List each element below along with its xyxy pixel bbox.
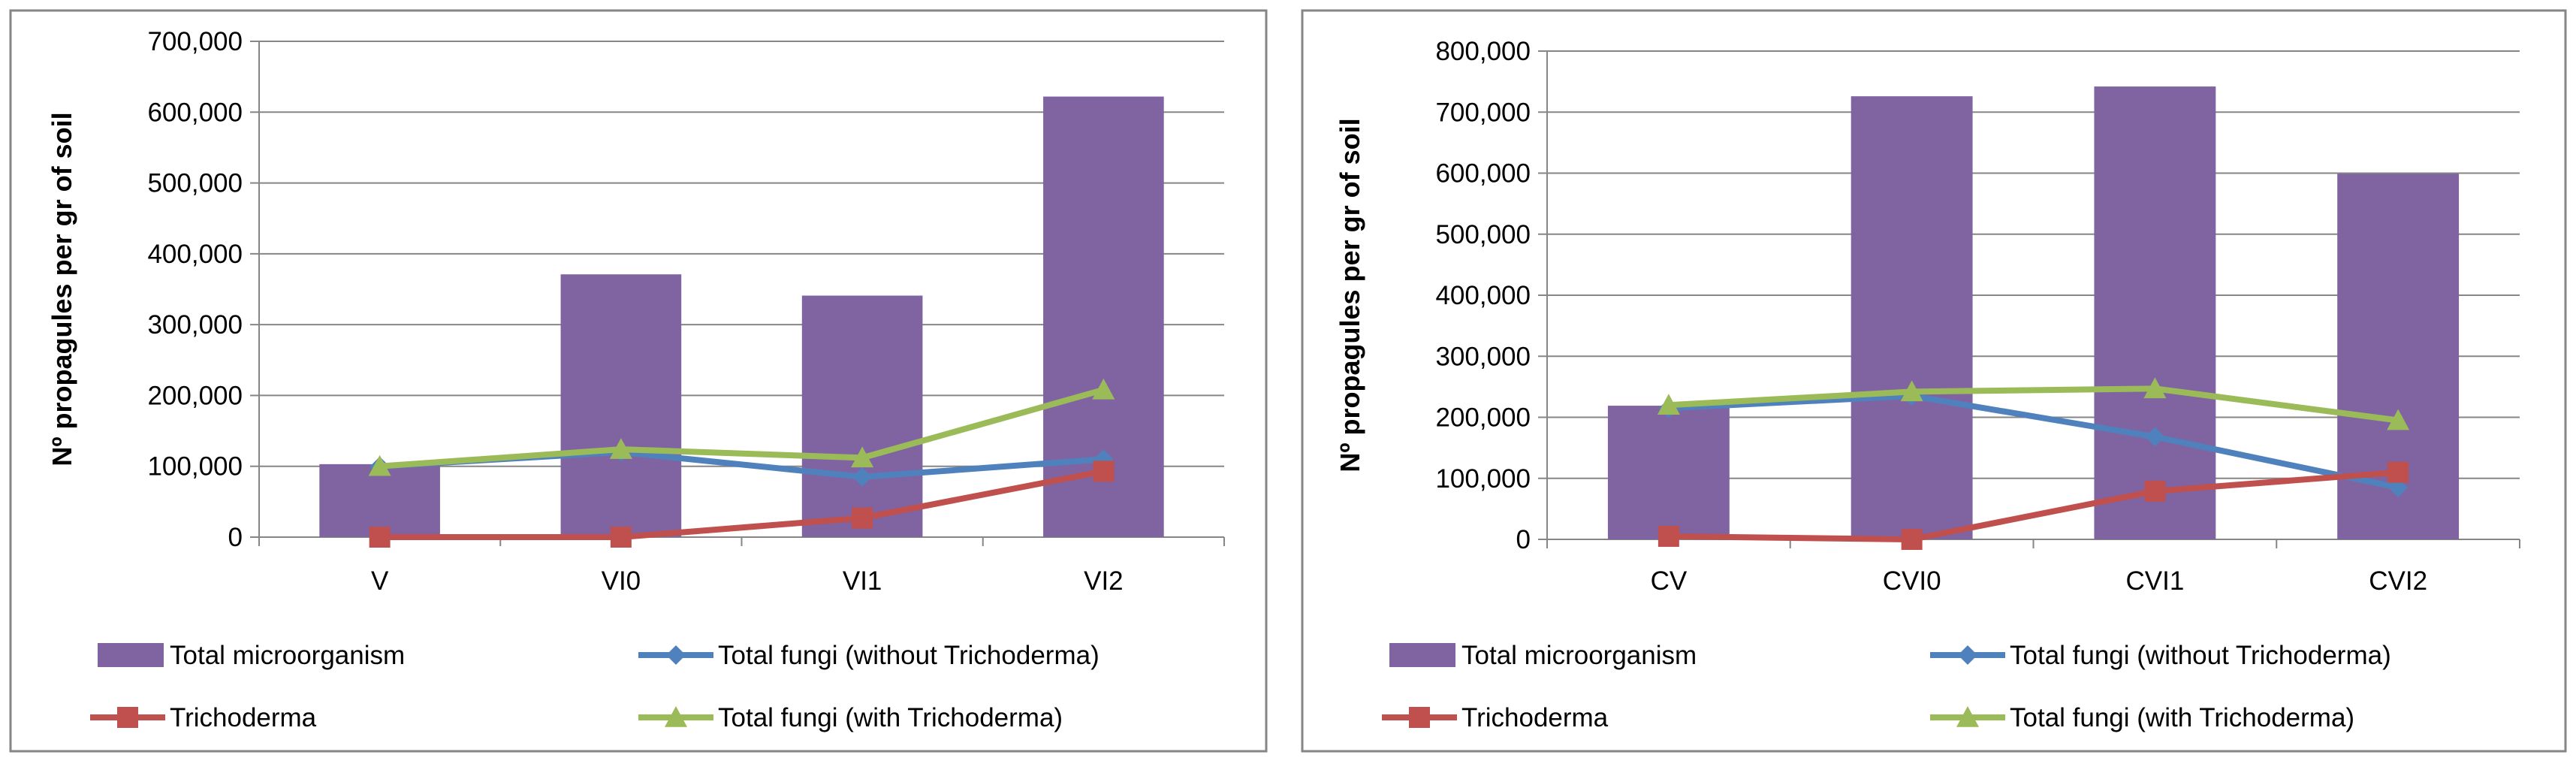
legend-item: Trichoderma bbox=[1382, 703, 1609, 732]
legend-item: Total fungi (without Trichoderma) bbox=[638, 641, 1099, 670]
series-line-1 bbox=[1665, 393, 2402, 491]
y-tick-label: 400,000 bbox=[147, 240, 243, 269]
series-point-3 bbox=[2387, 409, 2410, 430]
legend-item: Total microorganism bbox=[1389, 641, 1697, 670]
y-tick-label: 0 bbox=[228, 523, 243, 552]
chart-panel-right: 0 100,000 200,000 300,000 400,000 500,000 600,… bbox=[1292, 0, 2576, 773]
y-tick-label: 600,000 bbox=[1435, 159, 1531, 189]
series-point-2 bbox=[1658, 525, 1679, 547]
y-tick-label: 200,000 bbox=[1435, 403, 1531, 433]
legend-label: Total fungi (without Trichoderma) bbox=[718, 641, 1099, 670]
series-line-2 bbox=[376, 468, 1107, 540]
y-tick-label: 600,000 bbox=[147, 98, 243, 127]
y-tick-label: 500,000 bbox=[1435, 220, 1531, 249]
series-point-2 bbox=[2387, 461, 2409, 483]
y-tick-label: 0 bbox=[1516, 525, 1531, 554]
legend-label: Total microorganism bbox=[170, 641, 405, 670]
series-point-2 bbox=[1901, 529, 1923, 550]
y-tick-label: 200,000 bbox=[147, 381, 243, 410]
legend-item: Total fungi (with Trichoderma) bbox=[638, 703, 1063, 732]
legend-label: Trichoderma bbox=[170, 703, 317, 732]
legend-swatch-marker bbox=[666, 645, 686, 665]
y-axis-title: Nº propagules per gr of soil bbox=[47, 112, 77, 466]
legend-item: Total microorganism bbox=[98, 641, 405, 670]
x-category-label: V bbox=[371, 566, 389, 596]
legend-item: Trichoderma bbox=[90, 703, 317, 732]
series-point-2 bbox=[852, 507, 873, 529]
bar-total-microorganism bbox=[319, 463, 440, 537]
y-tick-label: 100,000 bbox=[1435, 464, 1531, 494]
series-point-2 bbox=[1093, 460, 1115, 482]
series-point-3 bbox=[1092, 378, 1115, 400]
bar-total-microorganism bbox=[801, 295, 923, 537]
legend-label: Total fungi (without Trichoderma) bbox=[2010, 641, 2391, 670]
legend-swatch bbox=[98, 643, 164, 667]
series-line-2 bbox=[1665, 469, 2402, 542]
x-category-label: VI0 bbox=[602, 566, 641, 596]
series-point-3 bbox=[609, 438, 632, 459]
y-tick-label: 800,000 bbox=[1435, 37, 1531, 66]
series-point-2 bbox=[610, 527, 632, 548]
bar-total-microorganism bbox=[1607, 406, 1730, 539]
legend-swatch-marker bbox=[1958, 645, 1977, 665]
series-point-3 bbox=[368, 454, 391, 476]
chart-panel-left: 0 100,000 200,000 300,000 400,000 500,000 600,… bbox=[0, 0, 1277, 773]
series-point-2 bbox=[2144, 480, 2166, 502]
series-point-3 bbox=[1900, 380, 1923, 402]
x-category-label: CV bbox=[1651, 566, 1688, 596]
legend-label: Total fungi (with Trichoderma) bbox=[718, 703, 1063, 732]
y-tick-label: 700,000 bbox=[1435, 98, 1531, 127]
x-category-label: CVI2 bbox=[2369, 566, 2427, 596]
legend-swatch-marker bbox=[1409, 707, 1430, 728]
series-point-3 bbox=[2143, 377, 2167, 399]
y-tick-label: 100,000 bbox=[147, 452, 243, 482]
series-point-3 bbox=[1657, 394, 1680, 415]
series-line-3 bbox=[376, 386, 1107, 470]
y-tick-label: 500,000 bbox=[147, 169, 243, 198]
y-tick-label: 300,000 bbox=[147, 310, 243, 340]
chart-svg-0: 0 100,000 200,000 300,000 400,000 500,000 600,… bbox=[9, 9, 1268, 753]
y-tick-label: 400,000 bbox=[1435, 281, 1531, 310]
legend-label: Trichoderma bbox=[1461, 703, 1609, 732]
series-point-2 bbox=[369, 527, 391, 548]
bar-total-microorganism bbox=[2094, 86, 2216, 539]
x-category-label: CVI1 bbox=[2125, 566, 2184, 596]
legend-item: Total fungi (with Trichoderma) bbox=[1930, 703, 2354, 732]
series-point-3 bbox=[851, 446, 874, 468]
bar-total-microorganism bbox=[560, 274, 682, 537]
series-point-1 bbox=[2145, 427, 2165, 447]
y-tick-label: 300,000 bbox=[1435, 342, 1531, 371]
bar-total-microorganism bbox=[1851, 96, 1973, 539]
y-axis-title: Nº propagules per gr of soil bbox=[1335, 118, 1365, 472]
series-line-3 bbox=[1665, 385, 2402, 424]
legend-swatch-marker bbox=[117, 707, 138, 728]
y-tick-label: 700,000 bbox=[147, 27, 243, 56]
legend-swatch-marker bbox=[665, 706, 687, 727]
series-point-1 bbox=[852, 467, 873, 487]
legend-label: Total microorganism bbox=[1461, 641, 1697, 670]
legend-label: Total fungi (with Trichoderma) bbox=[2010, 703, 2354, 732]
x-category-label: VI2 bbox=[1084, 566, 1124, 596]
x-category-label: CVI0 bbox=[1883, 566, 1941, 596]
legend-swatch-marker bbox=[1956, 706, 1979, 727]
chart-svg-1: 0 100,000 200,000 300,000 400,000 500,000 600,… bbox=[1301, 9, 2567, 753]
x-category-label: VI1 bbox=[843, 566, 882, 596]
legend-item: Total fungi (without Trichoderma) bbox=[1930, 641, 2391, 670]
legend-swatch bbox=[1389, 643, 1455, 667]
